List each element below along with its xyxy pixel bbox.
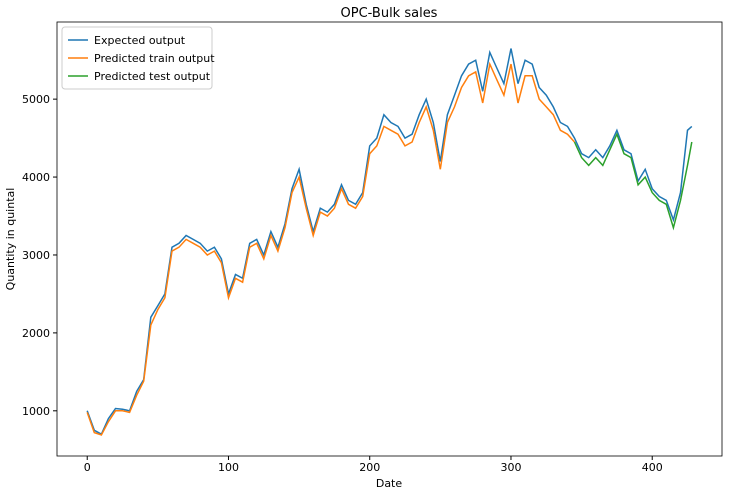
series-line <box>86 61 576 436</box>
legend-label: Predicted train output <box>94 52 215 65</box>
y-tick-label: 4000 <box>22 171 50 184</box>
series-line <box>573 132 693 231</box>
x-tick-label: 400 <box>642 461 663 474</box>
y-axis-label: Quantity in quintal <box>4 188 17 291</box>
series-line <box>86 48 693 436</box>
x-tick-label: 200 <box>359 461 380 474</box>
x-tick-label: 300 <box>500 461 521 474</box>
legend-label: Expected output <box>94 34 186 47</box>
y-tick-label: 5000 <box>22 93 50 106</box>
y-tick-label: 3000 <box>22 249 50 262</box>
y-tick-label: 1000 <box>22 405 50 418</box>
x-tick-label: 100 <box>218 461 239 474</box>
legend-box <box>61 26 213 90</box>
x-tick-label: 0 <box>84 461 91 474</box>
x-axis-label: Date <box>376 477 403 490</box>
legend-label: Predicted test output <box>94 70 211 83</box>
plot-frame <box>56 21 723 457</box>
chart-title: OPC-Bulk sales <box>341 6 438 21</box>
y-tick-label: 2000 <box>22 327 50 340</box>
